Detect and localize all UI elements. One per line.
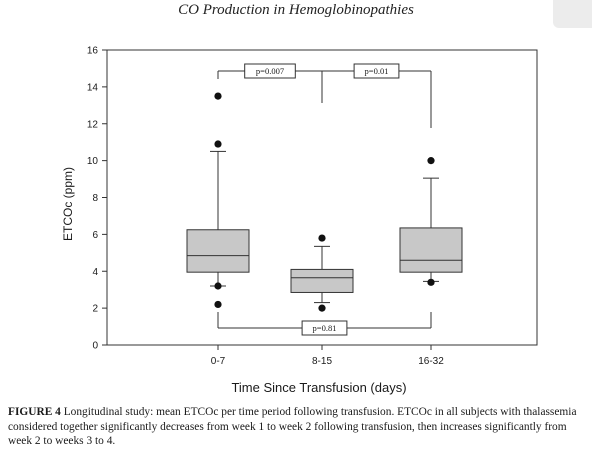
p-value-label: p=0.01: [365, 66, 389, 76]
box-16-32: [399, 227, 463, 273]
figure-caption: FIGURE 4 Longitudinal study: mean ETCOc …: [8, 405, 588, 449]
outlier-point: [214, 92, 222, 100]
outlier-point: [214, 140, 222, 148]
p-value-box: [301, 320, 348, 336]
outlier-point: [318, 304, 326, 312]
box-0-7: [186, 229, 250, 273]
running-title: CO Production in Hemoglobinopathies: [178, 2, 414, 18]
corner-tab: [553, 0, 592, 28]
box-8-15: [290, 268, 354, 293]
x-tick-label: 0-7: [211, 356, 226, 367]
outlier-point: [214, 282, 222, 290]
y-axis-label: ETCOc (ppm): [61, 167, 75, 241]
x-tick-label: 16-32: [418, 356, 444, 367]
outlier-point: [318, 234, 326, 242]
y-tick-label: 16: [87, 46, 99, 57]
caption-text: Longitudinal study: mean ETCOc per time …: [8, 406, 577, 448]
axes: 0 2 4 6 8 10 12 14 16 0-7 8-15 16-32: [87, 46, 538, 367]
p-value-label: p=0.81: [313, 323, 337, 333]
y-tick-label: 4: [92, 267, 98, 278]
y-tick-label: 8: [92, 193, 98, 204]
p-value-box: [353, 63, 400, 79]
outlier-point: [427, 278, 435, 286]
y-tick-label: 6: [92, 230, 98, 241]
outlier-point: [427, 157, 435, 165]
chart-marks: [186, 92, 463, 312]
y-tick-label: 14: [87, 82, 99, 93]
y-tick-label: 10: [87, 156, 99, 167]
p-value-label: p=0.007: [256, 66, 284, 76]
x-axis-label: Time Since Transfusion (days): [231, 380, 406, 395]
outlier-point: [214, 300, 222, 309]
y-tick-label: 0: [92, 341, 98, 352]
y-tick-label: 2: [92, 304, 98, 315]
comparison-brackets: p=0.007 p=0.01 p=0.81: [217, 63, 432, 336]
x-tick-label: 8-15: [312, 356, 332, 367]
figure-label: FIGURE 4: [8, 406, 61, 418]
y-tick-label: 12: [87, 119, 99, 130]
p-value-box: [244, 63, 296, 79]
